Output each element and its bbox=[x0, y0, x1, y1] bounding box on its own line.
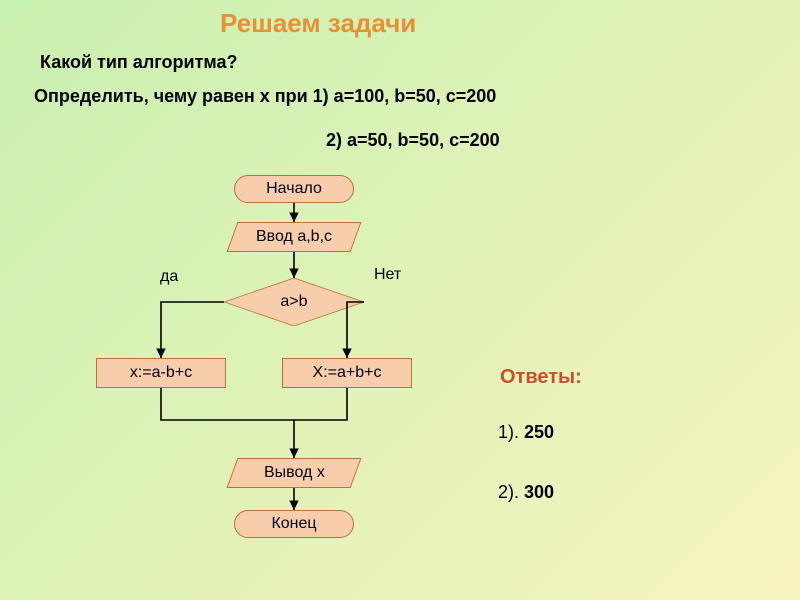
flow-edges bbox=[0, 0, 800, 600]
slide-content: Решаем задачи Какой тип алгоритма? Опред… bbox=[0, 0, 800, 600]
flow-decision-label: a>b bbox=[280, 293, 307, 311]
